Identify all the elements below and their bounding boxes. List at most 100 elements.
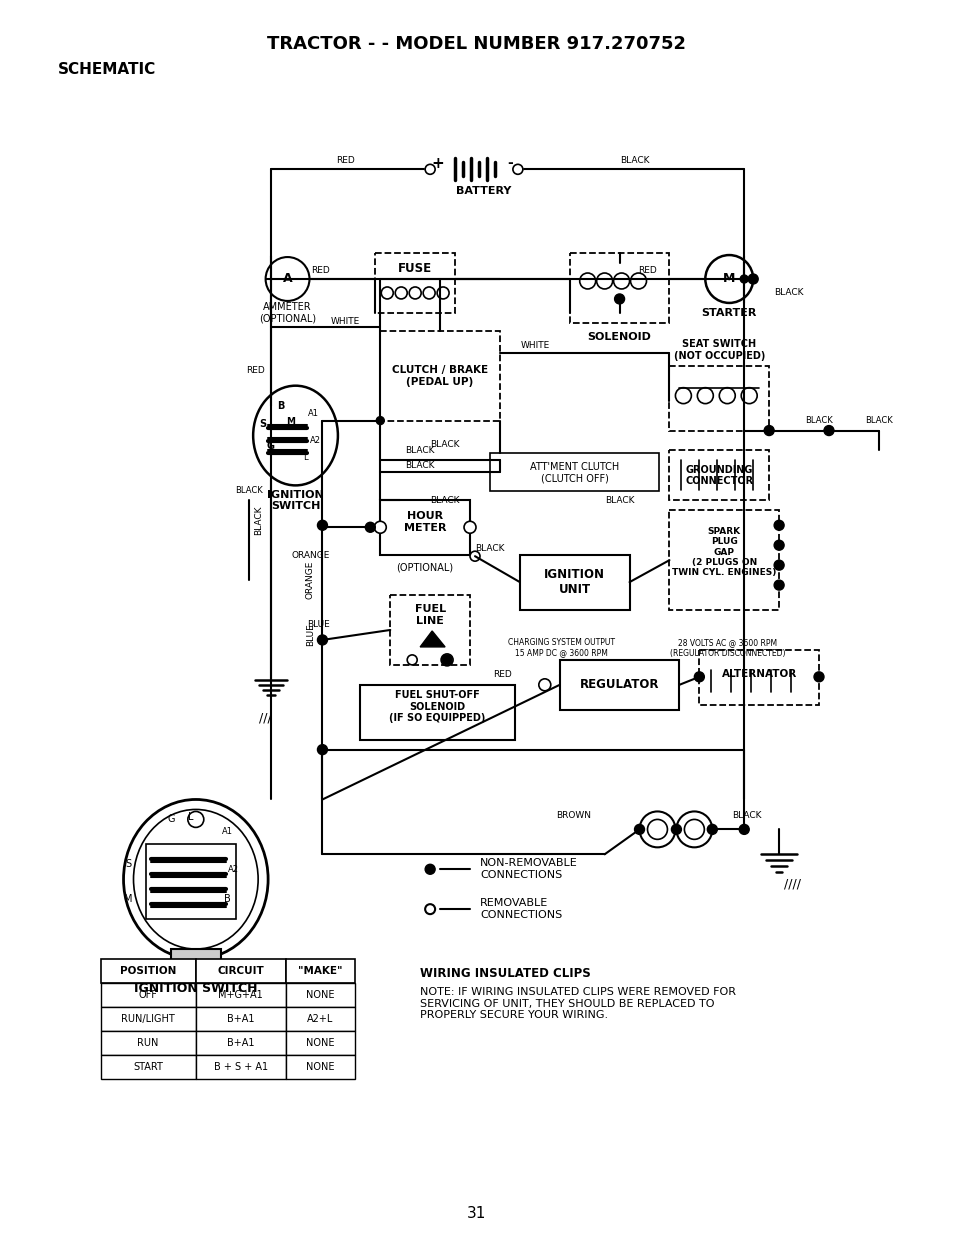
Polygon shape bbox=[419, 631, 445, 647]
Text: NONE: NONE bbox=[306, 1038, 335, 1048]
Text: A2+L: A2+L bbox=[307, 1014, 334, 1023]
Bar bbox=[375, 253, 455, 313]
Bar bbox=[519, 555, 629, 610]
Circle shape bbox=[823, 425, 833, 436]
Text: B + S + A1: B + S + A1 bbox=[213, 1062, 268, 1072]
Text: REGULATOR: REGULATOR bbox=[579, 678, 659, 691]
Text: NONE: NONE bbox=[306, 1062, 335, 1072]
Circle shape bbox=[425, 165, 435, 175]
Text: B+A1: B+A1 bbox=[227, 1038, 254, 1048]
Circle shape bbox=[188, 812, 204, 828]
Bar bbox=[195, 959, 285, 983]
Bar bbox=[699, 650, 818, 705]
Circle shape bbox=[407, 655, 416, 665]
Circle shape bbox=[719, 388, 735, 404]
Text: IGNITION
UNIT: IGNITION UNIT bbox=[543, 569, 604, 596]
Ellipse shape bbox=[253, 385, 337, 486]
Text: RUN/LIGHT: RUN/LIGHT bbox=[121, 1014, 174, 1023]
Text: ALTERNATOR: ALTERNATOR bbox=[720, 669, 796, 679]
Bar bbox=[101, 959, 195, 983]
Text: BLACK: BLACK bbox=[774, 289, 803, 297]
Text: NOTE: IF WIRING INSULATED CLIPS WERE REMOVED FOR
SERVICING OF UNIT, THEY SHOULD : NOTE: IF WIRING INSULATED CLIPS WERE REM… bbox=[419, 987, 736, 1020]
Bar bbox=[146, 844, 235, 919]
Text: G: G bbox=[266, 441, 274, 451]
Text: B: B bbox=[224, 895, 231, 904]
Text: START: START bbox=[132, 1062, 163, 1072]
Text: SEAT SWITCH
(NOT OCCUPIED): SEAT SWITCH (NOT OCCUPIED) bbox=[673, 339, 764, 361]
Text: IGNITION
SWITCH: IGNITION SWITCH bbox=[267, 489, 324, 512]
Text: HOUR
METER: HOUR METER bbox=[403, 512, 446, 533]
Bar bbox=[285, 983, 355, 1007]
Text: ORANGE: ORANGE bbox=[291, 550, 330, 560]
Text: WIRING INSULATED CLIPS: WIRING INSULATED CLIPS bbox=[419, 966, 590, 980]
Text: ORANGE: ORANGE bbox=[306, 561, 314, 600]
Circle shape bbox=[763, 425, 773, 436]
Text: BLACK: BLACK bbox=[619, 156, 649, 165]
Text: BLACK: BLACK bbox=[732, 812, 761, 820]
Text: A1: A1 bbox=[222, 826, 233, 836]
Text: AMMETER
(OPTIONAL): AMMETER (OPTIONAL) bbox=[258, 302, 315, 323]
Text: RED: RED bbox=[335, 156, 355, 165]
Text: +: + bbox=[432, 156, 444, 171]
Circle shape bbox=[773, 520, 783, 530]
Text: SPARK
PLUG
GAP
(2 PLUGS ON
TWIN CYL. ENGINES): SPARK PLUG GAP (2 PLUGS ON TWIN CYL. ENG… bbox=[671, 527, 776, 577]
Circle shape bbox=[747, 274, 758, 284]
Circle shape bbox=[639, 812, 675, 847]
Circle shape bbox=[425, 865, 435, 875]
Text: GROUNDING
CONNECTOR: GROUNDING CONNECTOR bbox=[684, 465, 753, 486]
Circle shape bbox=[634, 824, 644, 834]
Text: OFF: OFF bbox=[138, 990, 157, 1000]
Text: REMOVABLE
CONNECTIONS: REMOVABLE CONNECTIONS bbox=[479, 898, 561, 919]
Text: -: - bbox=[506, 156, 513, 170]
Text: TRACTOR - - MODEL NUMBER 917.270752: TRACTOR - - MODEL NUMBER 917.270752 bbox=[267, 35, 686, 53]
Circle shape bbox=[381, 287, 393, 299]
Circle shape bbox=[697, 388, 713, 404]
Circle shape bbox=[365, 523, 375, 533]
Bar bbox=[380, 331, 499, 420]
Text: "MAKE": "MAKE" bbox=[298, 966, 342, 976]
Text: S: S bbox=[125, 860, 131, 870]
Circle shape bbox=[436, 287, 449, 299]
Circle shape bbox=[773, 580, 783, 590]
Bar bbox=[669, 366, 768, 430]
Text: RED: RED bbox=[638, 265, 657, 275]
Text: B+A1: B+A1 bbox=[227, 1014, 254, 1023]
Circle shape bbox=[773, 560, 783, 570]
Circle shape bbox=[317, 634, 327, 646]
Text: ////: //// bbox=[783, 877, 801, 891]
Text: RED: RED bbox=[311, 265, 330, 275]
Circle shape bbox=[440, 654, 453, 665]
Text: B: B bbox=[276, 400, 284, 410]
Text: BLACK: BLACK bbox=[405, 446, 435, 455]
Bar bbox=[195, 1031, 285, 1054]
Text: BLACK: BLACK bbox=[430, 440, 459, 449]
Bar bbox=[285, 959, 355, 983]
Bar bbox=[285, 1031, 355, 1054]
Circle shape bbox=[675, 388, 691, 404]
Circle shape bbox=[579, 273, 595, 289]
Text: SOLENOID: SOLENOID bbox=[587, 332, 651, 342]
Bar bbox=[569, 253, 669, 323]
Text: BLUE: BLUE bbox=[306, 623, 314, 647]
Text: M: M bbox=[124, 895, 132, 904]
Bar bbox=[669, 451, 768, 501]
Circle shape bbox=[706, 824, 717, 834]
Circle shape bbox=[441, 655, 452, 665]
Circle shape bbox=[409, 287, 420, 299]
Circle shape bbox=[374, 522, 386, 533]
Circle shape bbox=[423, 287, 435, 299]
Text: BLACK: BLACK bbox=[405, 461, 435, 470]
Bar bbox=[380, 501, 470, 555]
Text: BROWN: BROWN bbox=[556, 812, 591, 820]
Text: M+G+A1: M+G+A1 bbox=[218, 990, 263, 1000]
Bar bbox=[195, 1007, 285, 1031]
Text: L: L bbox=[188, 813, 193, 823]
Bar bbox=[195, 983, 285, 1007]
Circle shape bbox=[470, 551, 479, 561]
Bar bbox=[101, 1031, 195, 1054]
Bar bbox=[285, 1054, 355, 1079]
Circle shape bbox=[773, 540, 783, 550]
Circle shape bbox=[676, 812, 712, 847]
Bar bbox=[360, 685, 515, 740]
Text: BLACK: BLACK bbox=[804, 416, 832, 425]
